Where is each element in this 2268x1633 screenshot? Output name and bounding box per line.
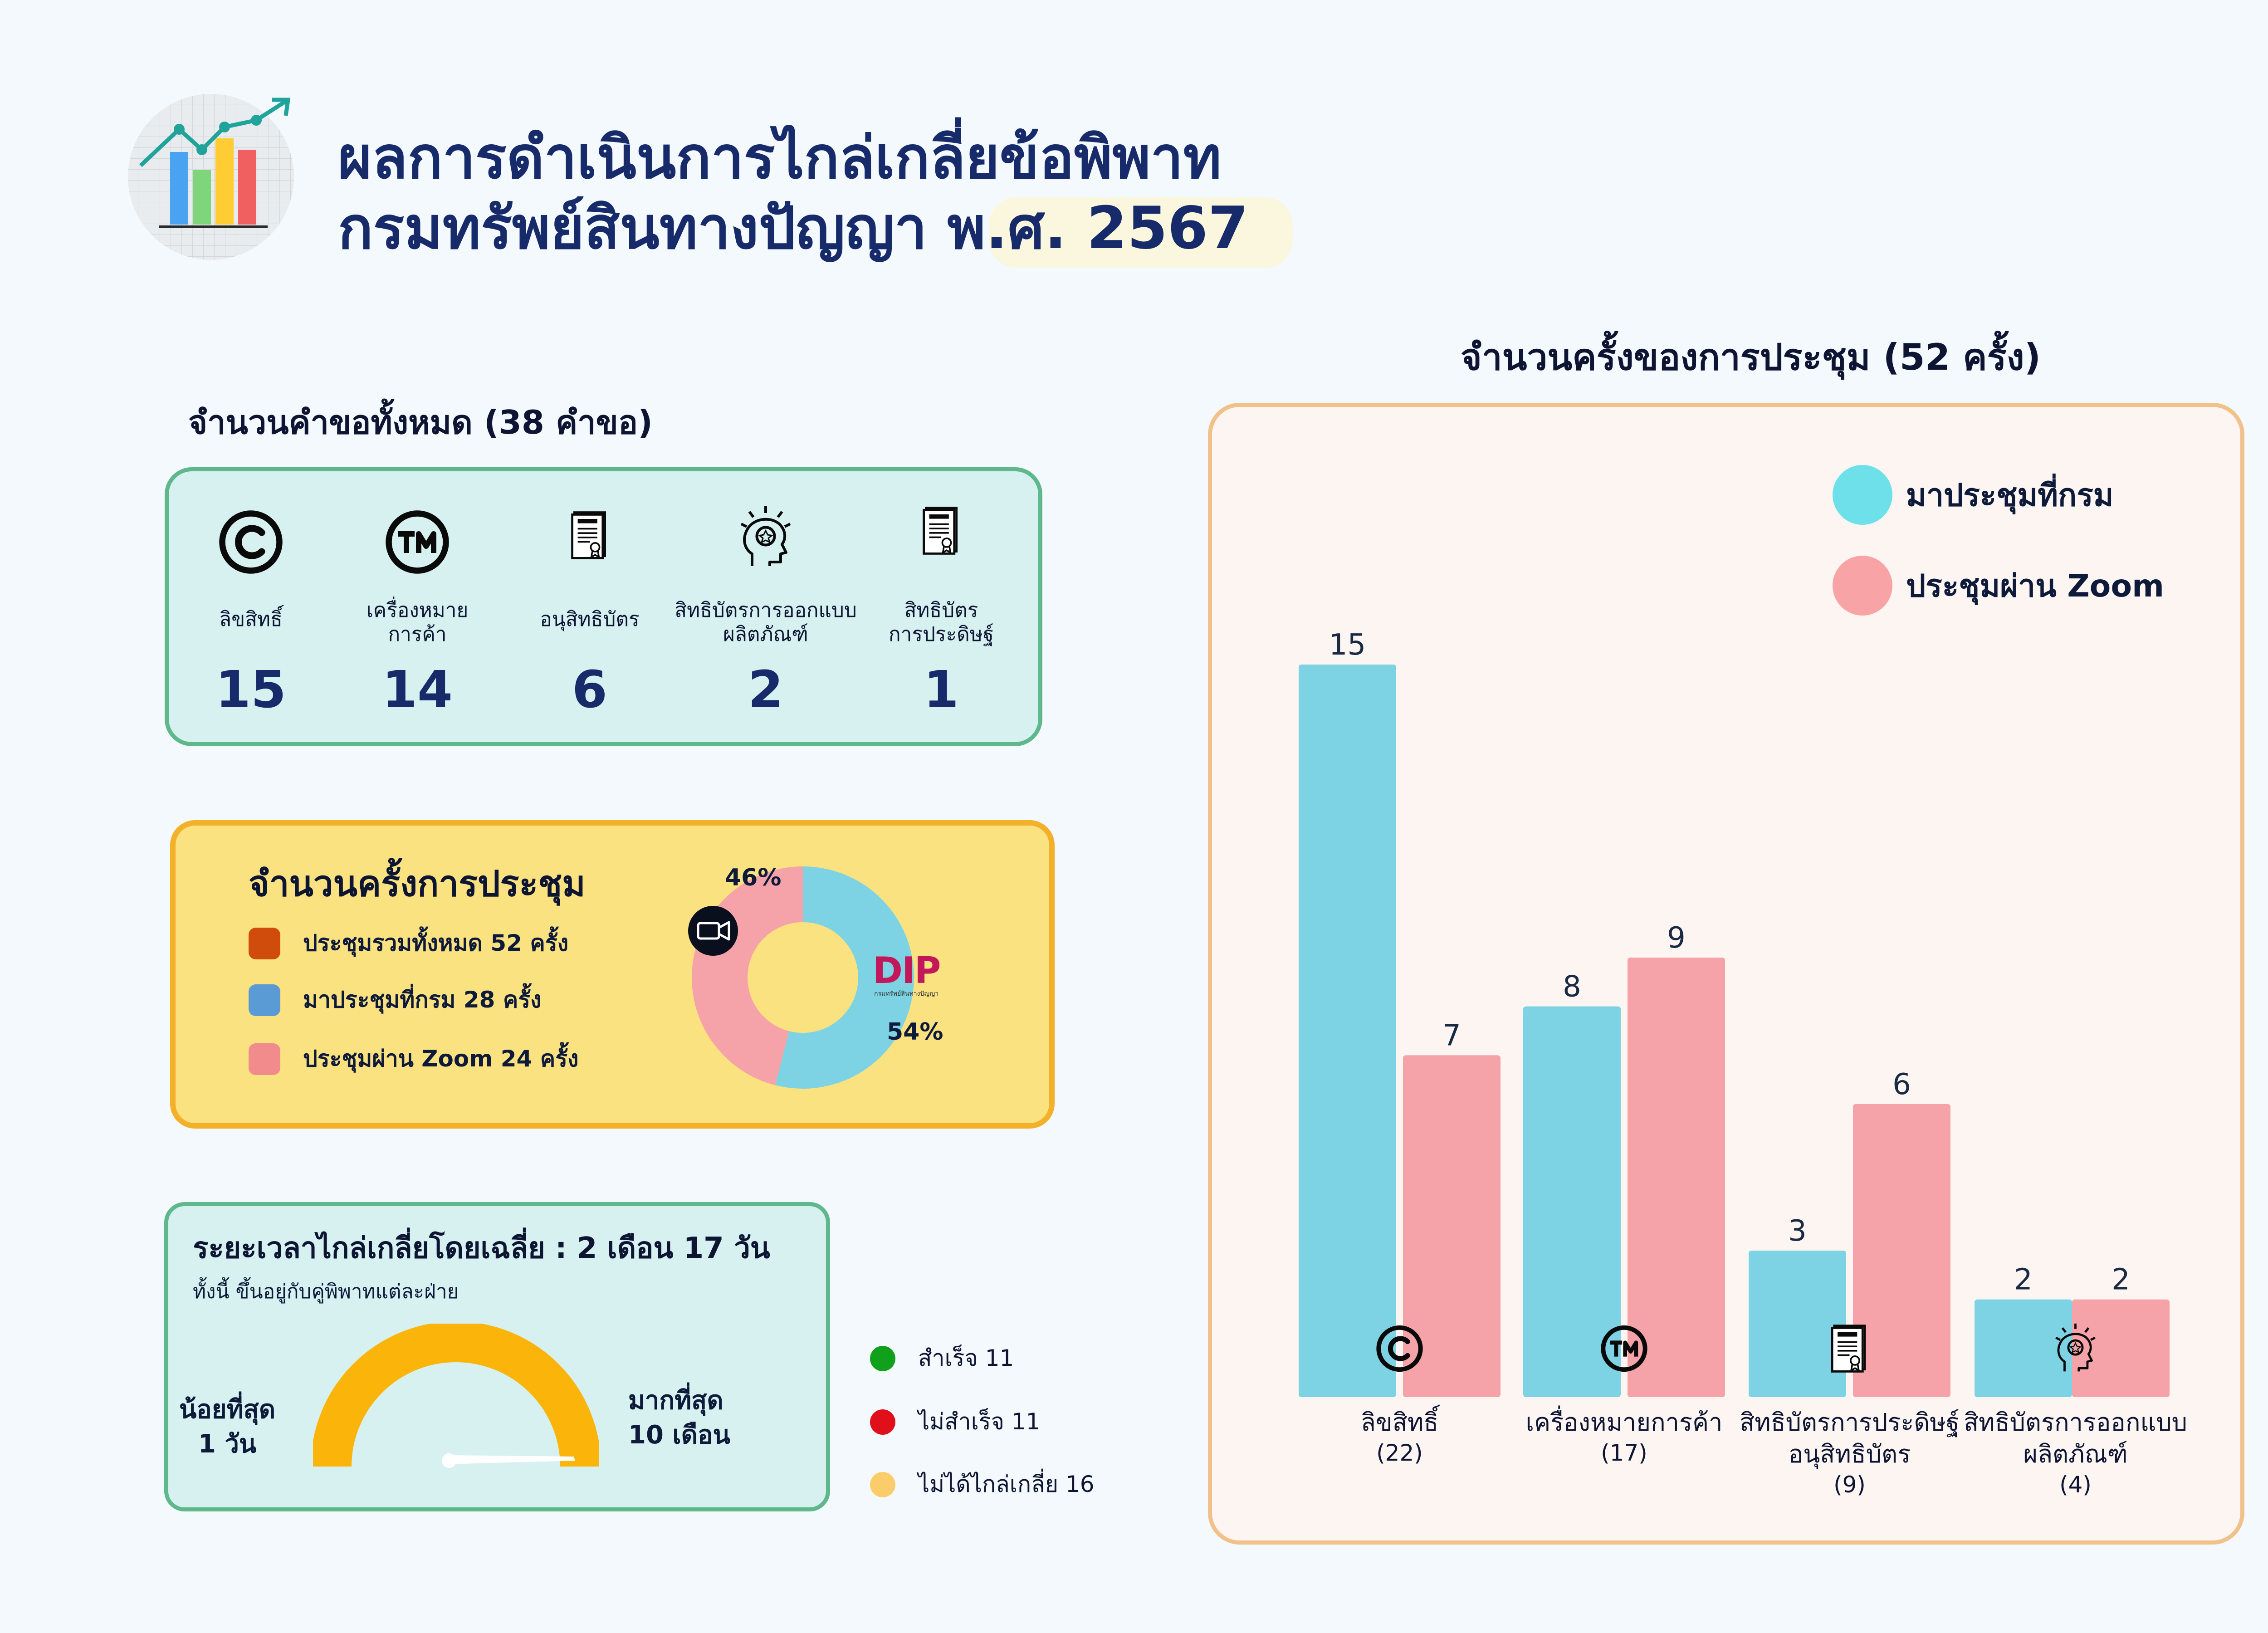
request-category-count: 6 bbox=[522, 665, 658, 715]
bar bbox=[2072, 1300, 2170, 1397]
bar-value-label: 2 bbox=[2112, 1263, 2130, 1297]
meetings-legend-item: ประชุมผ่าน Zoom 24 ครั้ง bbox=[249, 1041, 578, 1077]
request-category-label: สิทธิบัตร การประดิษฐ์ bbox=[823, 599, 1059, 647]
bar bbox=[1975, 1300, 2072, 1397]
patent-document-icon bbox=[914, 504, 968, 560]
bar-value-label: 3 bbox=[1788, 1214, 1807, 1248]
bar bbox=[1749, 1251, 1846, 1397]
patent-document-icon bbox=[562, 508, 617, 564]
copyright-icon bbox=[217, 508, 285, 578]
idea-head-icon bbox=[732, 504, 800, 573]
bar bbox=[1403, 1055, 1501, 1397]
meetings-legend-item: มาประชุมที่กรม 28 ครั้ง bbox=[249, 982, 542, 1018]
requests-heading: จำนวนคำขอทั้งหมด (38 คำขอ) bbox=[188, 406, 653, 439]
legend-label: ประชุมรวมทั้งหมด 52 ครั้ง bbox=[303, 925, 568, 961]
outcome-item: ไม่สำเร็จ 11 bbox=[870, 1404, 1040, 1440]
legend-swatch bbox=[249, 984, 280, 1016]
patent-document-icon bbox=[1832, 1326, 1865, 1372]
bar bbox=[1299, 665, 1396, 1397]
video-camera-icon bbox=[687, 905, 739, 957]
donut-label-onsite: 54% bbox=[887, 1018, 943, 1046]
bar-value-label: 8 bbox=[1563, 970, 1581, 1004]
page-title-line-1: ผลการดำเนินการไกล่เกลี่ยข้อพิพาท bbox=[338, 129, 1222, 187]
outcome-dot bbox=[870, 1409, 895, 1435]
outcome-label: ไม่สำเร็จ 11 bbox=[918, 1404, 1040, 1440]
x-category-label: สิทธิบัตรการออกแบบผลิตภัณฑ์(4) bbox=[1940, 1407, 2212, 1500]
bar-value-label: 7 bbox=[1442, 1019, 1461, 1052]
bar-chart: 15 7 8 9 3 6 2 2 bbox=[1208, 403, 2244, 1545]
legend-label: มาประชุมที่กรม 28 ครั้ง bbox=[303, 982, 542, 1018]
meetings-heading: จำนวนครั้งการประชุม bbox=[249, 866, 586, 902]
request-category-count: 2 bbox=[698, 665, 834, 715]
outcome-label: สำเร็จ 11 bbox=[918, 1340, 1014, 1376]
outcome-item: สำเร็จ 11 bbox=[870, 1340, 1014, 1376]
dip-logo: DIP กรมทรัพย์สินทางปัญญา bbox=[870, 953, 943, 999]
bar-value-label: 2 bbox=[2014, 1263, 2033, 1297]
outcome-item: ไม่ได้ไกล่เกลี่ย 16 bbox=[870, 1467, 1095, 1502]
outcome-dot bbox=[870, 1472, 895, 1497]
duration-min: น้อยที่สุด1 วัน bbox=[179, 1393, 275, 1461]
duration-heading: ระยะเวลาไกล่เกลี่ยโดยเฉลี่ย : 2 เดือน 17… bbox=[193, 1234, 770, 1263]
chart-heading: จำนวนครั้งของการประชุม (52 ครั้ง) bbox=[1461, 339, 2041, 376]
request-category-count: 15 bbox=[183, 665, 319, 715]
page-title-line-2: กรมทรัพย์สินทางปัญญา พ.ศ. 2567 bbox=[338, 200, 1248, 258]
duration-subheading: ทั้งนี้ ขึ้นอยู่กับคู่พิพาทแต่ละฝ่าย bbox=[193, 1276, 459, 1307]
donut-label-zoom: 46% bbox=[725, 864, 781, 891]
duration-gauge bbox=[313, 1324, 599, 1478]
meetings-legend-item: ประชุมรวมทั้งหมด 52 ครั้ง bbox=[249, 925, 568, 961]
outcome-dot bbox=[870, 1346, 895, 1371]
duration-max: มากที่สุด10 เดือน bbox=[628, 1384, 730, 1452]
outcome-label: ไม่ได้ไกล่เกลี่ย 16 bbox=[918, 1467, 1095, 1502]
bar bbox=[1628, 958, 1725, 1397]
bar-value-label: 9 bbox=[1667, 921, 1686, 955]
legend-swatch bbox=[249, 1043, 280, 1075]
request-category-count: 1 bbox=[873, 665, 1009, 715]
header-icon bbox=[127, 93, 295, 261]
legend-label: ประชุมผ่าน Zoom 24 ครั้ง bbox=[303, 1041, 578, 1077]
request-category-count: 14 bbox=[349, 665, 485, 715]
trademark-icon bbox=[383, 508, 451, 578]
bar-value-label: 6 bbox=[1892, 1068, 1911, 1101]
bar bbox=[1853, 1104, 1950, 1397]
legend-swatch bbox=[249, 928, 280, 959]
bar-value-label: 15 bbox=[1329, 628, 1366, 662]
